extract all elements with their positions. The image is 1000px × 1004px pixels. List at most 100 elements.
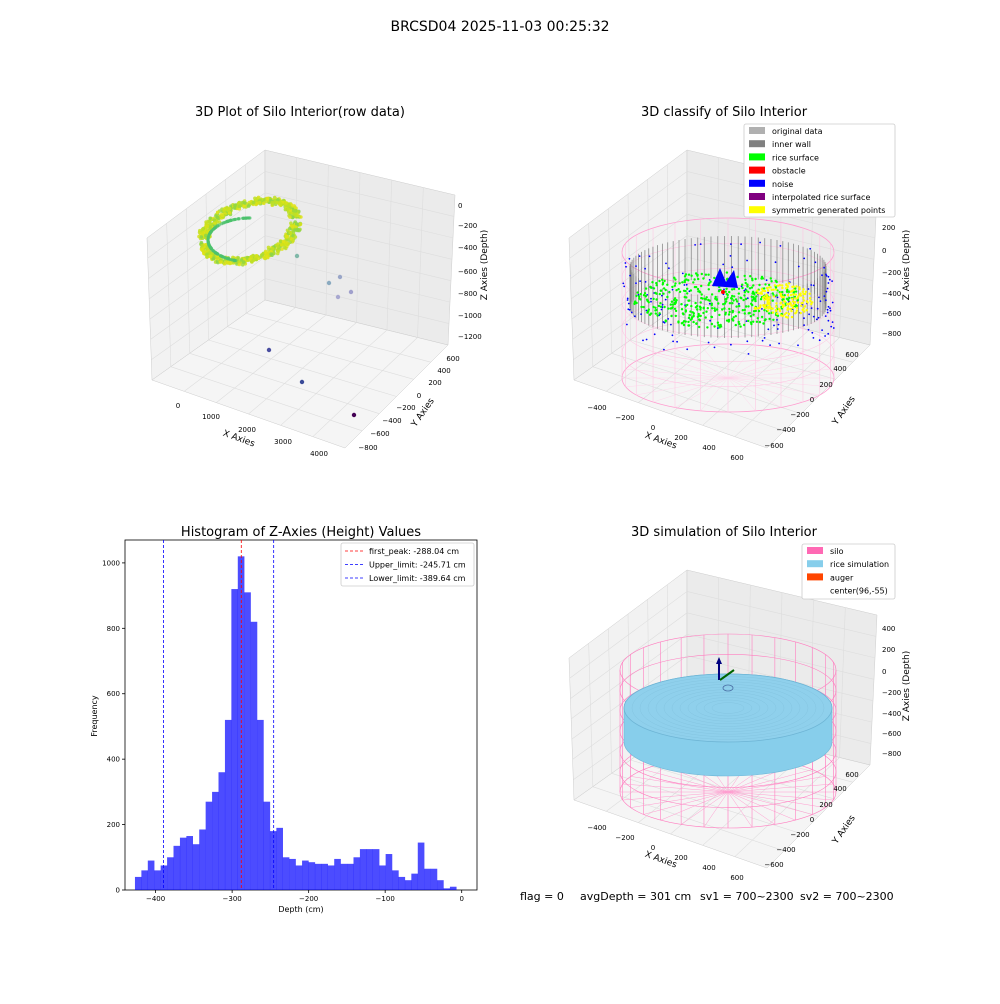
noise-point (831, 280, 833, 282)
rice-surface-point (775, 294, 778, 297)
rice-surface-point (754, 277, 757, 281)
silo-floor-wire (636, 360, 729, 379)
symmetric-point (790, 304, 793, 307)
rice-mesh-line (663, 686, 793, 730)
symmetric-point (771, 307, 774, 310)
z-tick-label: −1200 (458, 333, 482, 341)
noise-point (622, 282, 625, 285)
noise-point (671, 334, 674, 337)
rice-surface-point (743, 323, 746, 327)
noise-point (707, 341, 710, 344)
rice-surface-point (683, 275, 687, 278)
noise-point (653, 333, 656, 336)
silo-floor-wire (674, 377, 729, 408)
symmetric-point (804, 290, 808, 293)
silo-floor-wire (727, 377, 831, 387)
rice-surface-point (763, 287, 766, 290)
rice-surface-point (642, 294, 646, 297)
raw-point (227, 211, 232, 215)
footer-avg-depth: avgDepth = 301 cm (580, 890, 691, 903)
rice-surface-point (713, 307, 716, 310)
rice-surface-point (656, 314, 659, 317)
rice-surface-point (756, 317, 759, 320)
legend-swatch (807, 560, 823, 568)
rice-surface-point (746, 285, 749, 288)
rice-surface-point (699, 308, 702, 311)
noise-point (827, 332, 830, 335)
rice-surface-point (635, 301, 638, 305)
rice-surface-point (689, 289, 693, 292)
rice-surface-point (739, 325, 742, 328)
rice-surface-point (744, 281, 747, 285)
rice-surface-point (772, 318, 775, 321)
auger-arrow-y (719, 669, 735, 681)
silo-floor-wire (622, 791, 729, 801)
raw-point (265, 196, 270, 201)
noise-point (818, 339, 821, 342)
noise-point (812, 337, 815, 339)
silo-floor-wire (700, 377, 729, 411)
symmetric-point (791, 300, 795, 303)
noise-point (681, 272, 684, 275)
silo-floor-wire (727, 791, 834, 801)
raw-point (220, 213, 225, 218)
wall-grid-line (325, 164, 329, 316)
rice-surface-point (741, 309, 744, 312)
noise-point (765, 279, 768, 282)
rice-surface-point (755, 295, 758, 298)
rice-surface-point (683, 295, 686, 299)
panel-classify-ylabel: Y Axies (830, 394, 858, 427)
raw-point (205, 254, 209, 259)
histogram-bar (417, 842, 425, 890)
histogram-bar (263, 801, 271, 890)
silo-floor-wire (700, 345, 729, 379)
rice-surface-point (713, 325, 716, 328)
noise-point (644, 267, 646, 270)
symmetric-point (781, 314, 785, 318)
symmetric-point (769, 307, 772, 310)
x-tick-label: 400 (702, 864, 715, 872)
rice-surface-point (639, 298, 642, 301)
noise-point (723, 288, 725, 291)
rice-surface-point (680, 322, 684, 325)
noise-point (829, 309, 832, 312)
symmetric-point (803, 305, 807, 308)
z-tick-label: 0 (882, 247, 886, 255)
rice-surface-point (757, 309, 761, 313)
rice-surface-point (669, 303, 672, 306)
symmetric-point (790, 315, 794, 319)
symmetric-point (778, 284, 781, 287)
rice-surface-point (684, 305, 687, 308)
panel-raw-zlabel: Z Axies (Depth) (480, 230, 490, 301)
rice-mesh-line (711, 702, 745, 714)
noise-point (650, 300, 652, 303)
symmetric-point (793, 303, 796, 306)
rice-mesh-line (703, 699, 753, 717)
wall-grid-line (356, 172, 361, 323)
symmetric-point (799, 311, 802, 315)
rice-surface-point (752, 284, 755, 287)
noise-point (746, 340, 749, 343)
panel-classify-title: 3D classify of Silo Interior (641, 105, 808, 120)
y-tick-label: 200 (819, 801, 832, 809)
noise-point (777, 323, 780, 326)
y-tick-label: −400 (382, 417, 401, 425)
silo-floor-wire (636, 377, 729, 396)
symmetric-point (802, 299, 806, 302)
legend-swatch (749, 179, 765, 187)
rice-surface-point (723, 307, 726, 310)
rice-surface-point (655, 281, 658, 285)
noise-point (667, 318, 670, 320)
histogram-bar (392, 870, 399, 890)
noise-point (746, 259, 748, 262)
noise-point (670, 323, 672, 326)
symmetric-point (781, 284, 784, 287)
raw-point (270, 200, 274, 205)
rice-surface-point (696, 315, 700, 318)
y-tick-label: 400 (107, 756, 120, 764)
rice-surface-point (682, 289, 686, 292)
rice-surface-point (702, 277, 705, 280)
histogram-bar (218, 772, 226, 890)
symmetric-point (776, 312, 779, 315)
symmetric-point (766, 289, 770, 292)
